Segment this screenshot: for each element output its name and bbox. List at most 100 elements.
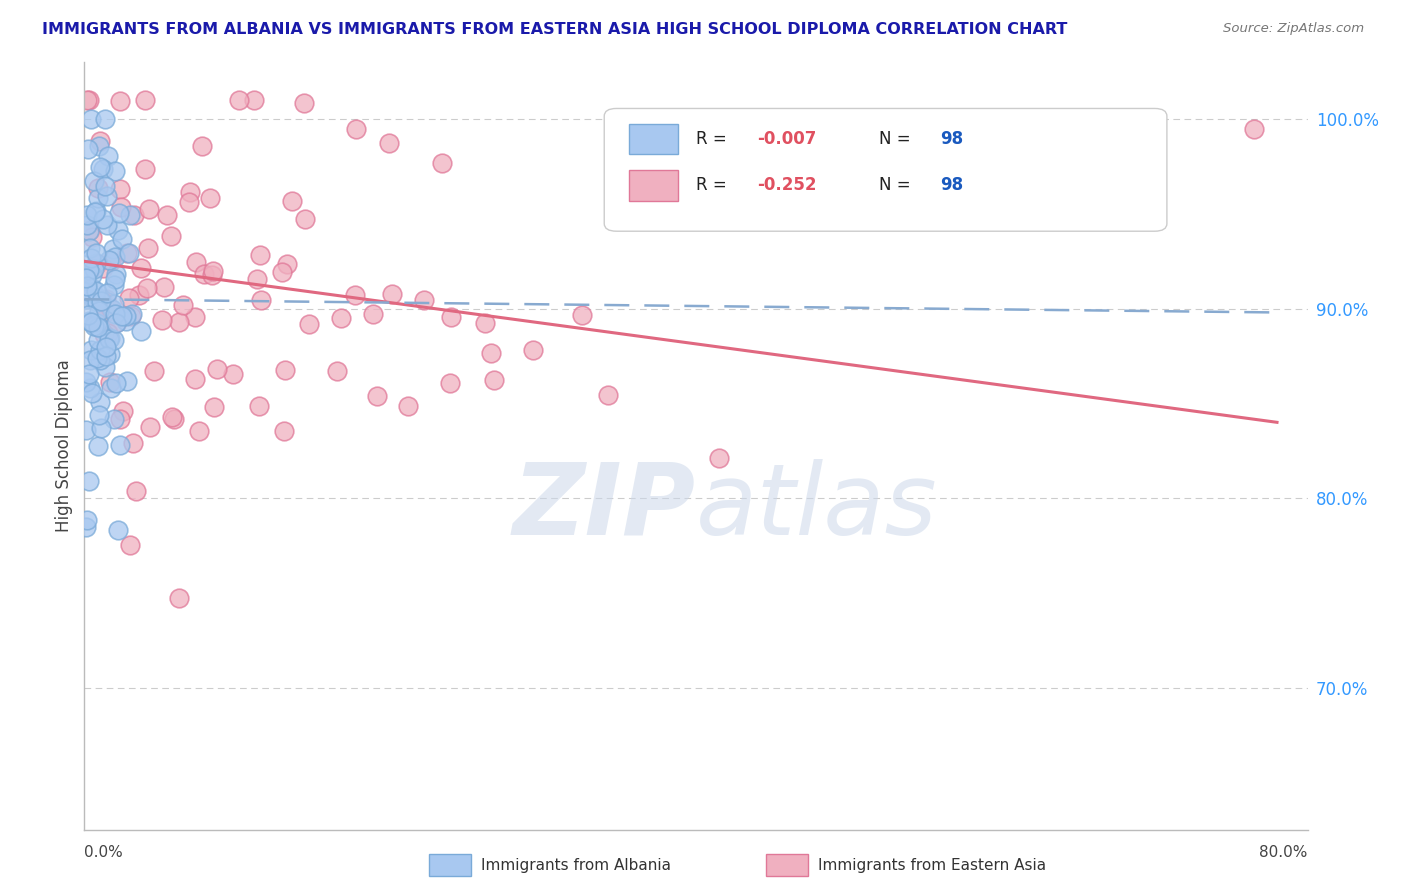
Point xyxy=(596,387,619,401)
Point xyxy=(89,321,111,335)
Point xyxy=(1243,121,1265,136)
Y-axis label: High School Diploma: High School Diploma xyxy=(55,359,73,533)
Point xyxy=(89,134,111,148)
Point xyxy=(79,315,101,329)
Point xyxy=(200,190,222,204)
Point xyxy=(179,186,201,200)
Point xyxy=(101,302,124,317)
Point xyxy=(115,313,138,327)
Point xyxy=(83,262,105,277)
Point xyxy=(201,268,224,282)
Point xyxy=(97,149,120,163)
Point xyxy=(136,281,159,295)
Point xyxy=(136,241,159,255)
Point xyxy=(77,142,100,156)
Point xyxy=(202,400,225,414)
Point xyxy=(75,293,97,307)
Point xyxy=(112,404,135,418)
Point xyxy=(76,218,98,232)
Point xyxy=(94,305,117,319)
Point xyxy=(100,301,122,316)
Point xyxy=(412,293,434,307)
Text: R =: R = xyxy=(696,130,733,148)
Point xyxy=(89,161,111,175)
Point xyxy=(344,121,367,136)
Point xyxy=(79,353,101,368)
Point xyxy=(118,208,141,222)
Point xyxy=(167,315,190,329)
Point xyxy=(96,189,118,203)
Point xyxy=(94,178,117,193)
Point xyxy=(104,272,127,286)
Point xyxy=(107,222,129,236)
Point xyxy=(124,208,146,222)
Point xyxy=(111,309,134,323)
Text: 98: 98 xyxy=(941,130,963,148)
Point xyxy=(105,317,128,331)
FancyBboxPatch shape xyxy=(628,124,678,154)
Point xyxy=(76,513,98,527)
Text: 0.0%: 0.0% xyxy=(84,845,124,860)
Point xyxy=(86,295,108,310)
Point xyxy=(104,251,127,265)
Text: 98: 98 xyxy=(941,177,963,194)
Point xyxy=(90,293,112,308)
Point xyxy=(129,261,152,276)
Point xyxy=(153,280,176,294)
Point xyxy=(89,352,111,367)
Text: 80.0%: 80.0% xyxy=(1260,845,1308,860)
Point xyxy=(77,475,100,489)
Point xyxy=(83,319,105,334)
Point xyxy=(79,241,101,255)
Point xyxy=(361,307,384,321)
Point xyxy=(104,267,127,281)
Point xyxy=(139,419,162,434)
Point xyxy=(83,174,105,188)
Point xyxy=(91,260,114,275)
Point xyxy=(298,317,321,331)
Point xyxy=(87,439,110,453)
Text: Immigrants from Albania: Immigrants from Albania xyxy=(481,858,671,872)
Point xyxy=(292,95,315,110)
Point xyxy=(188,424,211,438)
Point xyxy=(77,367,100,381)
Point xyxy=(82,293,104,307)
Point xyxy=(183,310,205,324)
Point xyxy=(440,310,463,325)
Point xyxy=(439,376,461,390)
Point xyxy=(79,112,101,127)
Point xyxy=(84,245,107,260)
Text: N =: N = xyxy=(880,177,917,194)
Point xyxy=(89,394,111,409)
Point xyxy=(77,262,100,277)
Point xyxy=(83,205,105,219)
Point xyxy=(75,270,97,285)
Point xyxy=(134,93,156,107)
Point xyxy=(91,161,114,176)
Text: atlas: atlas xyxy=(696,458,938,556)
Point xyxy=(100,381,122,395)
Point xyxy=(75,519,97,533)
Text: -0.252: -0.252 xyxy=(758,177,817,194)
Point xyxy=(183,371,205,385)
Point xyxy=(83,317,105,331)
Point xyxy=(86,316,108,330)
Point xyxy=(96,219,118,233)
Point xyxy=(103,412,125,426)
Point xyxy=(76,279,98,293)
Point xyxy=(77,308,100,322)
Point xyxy=(160,409,183,424)
Point xyxy=(98,347,121,361)
Point xyxy=(276,257,298,271)
Point xyxy=(86,333,108,347)
Point xyxy=(330,311,353,326)
Point xyxy=(96,341,118,355)
Point xyxy=(75,423,97,437)
Point xyxy=(77,93,100,107)
Point xyxy=(86,318,108,333)
Point xyxy=(707,450,730,465)
Point xyxy=(76,93,98,107)
Point xyxy=(128,288,150,302)
Point xyxy=(103,242,125,256)
Point xyxy=(87,320,110,334)
